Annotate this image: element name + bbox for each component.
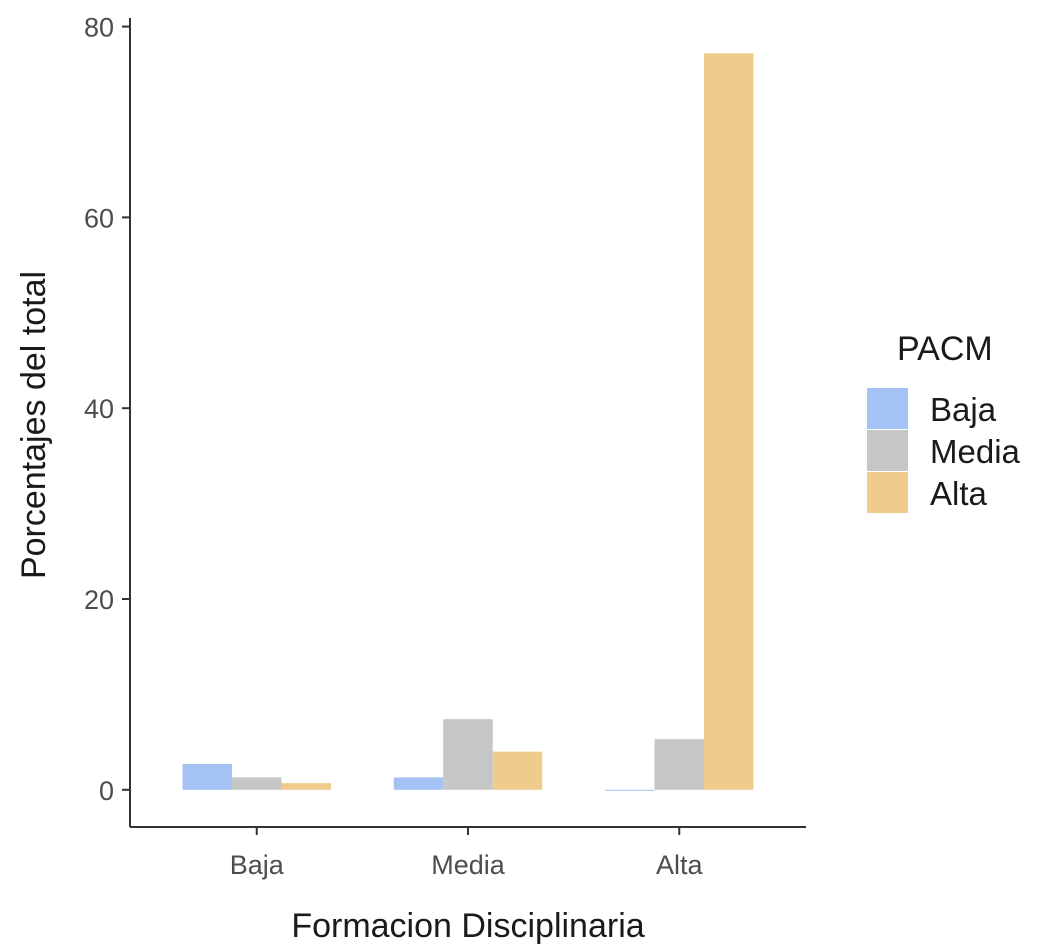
bar (492, 751, 543, 790)
legend-key (867, 430, 908, 471)
legend-title: PACM (897, 330, 993, 368)
x-tick-label: Baja (230, 850, 285, 880)
x-axis-title: Formacion Disciplinaria (291, 907, 644, 945)
bar (704, 53, 754, 790)
x-ticks-layer: Baja Media Alta (230, 827, 704, 880)
bar (281, 783, 331, 790)
y-tick-label: 40 (84, 394, 114, 424)
bar (443, 719, 493, 790)
x-tick-label: Alta (656, 850, 704, 880)
y-ticks-layer: 0 20 40 60 80 (84, 13, 130, 806)
legend-label: Baja (930, 391, 997, 428)
bar (232, 777, 282, 790)
legend: PACM Baja Media Alta (867, 330, 1021, 513)
x-tick-label: Media (431, 850, 506, 880)
bar (654, 739, 704, 790)
y-tick-label: 20 (84, 585, 114, 615)
bar (182, 764, 232, 790)
bar (605, 789, 655, 791)
y-tick-label: 60 (84, 203, 114, 233)
legend-label: Alta (930, 475, 988, 512)
legend-items: Baja Media Alta (867, 388, 1021, 513)
legend-label: Media (930, 433, 1021, 470)
bars-layer (182, 53, 754, 791)
y-tick-label: 0 (99, 776, 114, 806)
legend-key (867, 472, 908, 513)
legend-key (867, 388, 908, 429)
y-tick-label: 80 (84, 13, 114, 43)
y-axis-title: Porcentajes del total (15, 271, 53, 579)
bar (393, 777, 444, 790)
